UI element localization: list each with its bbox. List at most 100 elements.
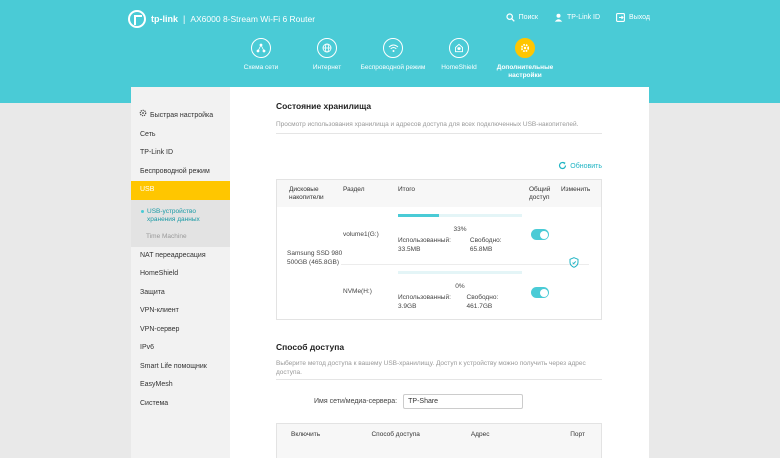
col-enable: Включить [291,431,321,438]
sidebar-item-homeshield[interactable]: HomeShield [140,270,179,277]
brand-logo[interactable]: tp-link | AX6000 8-Stream Wi-Fi 6 Router [128,10,315,28]
tplink-id-label: TP-Link ID [566,14,601,21]
free-value: Свободно: 461.7GB [466,294,499,310]
access-description: Выберите метод доступа к вашему USB-хран… [276,360,586,376]
usage-bar-fill [398,214,439,217]
col-total: Итого [398,186,416,193]
logout-link[interactable]: Выход [616,13,650,22]
free-value: Свободно: 65.8MB [469,237,502,253]
refresh-icon [558,161,567,172]
usage-bar [398,271,522,274]
sidebar-item-quick-setup[interactable]: Быстрая настройка [131,107,230,126]
nav-advanced-label: Дополнительные настройки [496,64,554,79]
nav-internet[interactable]: Интернет [294,38,360,80]
usage-values: Использованный: 3.9GB Свободно: 461.7GB [398,294,522,311]
search-icon [505,13,515,22]
server-name-label: Имя сети/медиа-сервера: [314,398,398,405]
storage-title: Состояние хранилища [276,101,372,111]
home-shield-icon [449,38,469,58]
refresh-button[interactable]: Обновить [558,161,602,172]
device-name: Samsung SSD 980 500GB (465.8GB) [287,250,343,266]
sidebar-item-label: Быстрая настройка [150,112,214,119]
nav-advanced[interactable]: Дополнительные настройки [492,38,558,80]
storage-table-header: Дисковые накопители Раздел Итого Общий д… [277,180,601,207]
logout-icon [616,13,625,22]
access-table: Включить Способ доступа Адрес Порт [276,423,602,458]
storage-section-header: Состояние хранилища Просмотр использован… [276,101,602,134]
partition-name: NVMe(H:) [343,288,372,295]
edit-shield-icon[interactable] [569,257,579,270]
gear-small-icon [139,107,147,126]
sidebar-item-smart-life[interactable]: Smart Life помощник [140,362,207,370]
col-edit: Изменить [561,186,591,193]
logout-label: Выход [629,14,650,21]
sidebar-item-wireless[interactable]: Беспроводной режим [140,167,210,175]
used-value: Использованный: 33.5MB [398,237,451,253]
server-name-row: Имя сети/медиа-сервера: TP-Share [314,394,524,409]
col-shared: Общий доступ [529,186,551,201]
active-dot-icon [141,210,144,213]
col-partition: Раздел [343,186,365,193]
main-nav: Схема сети Интернет Беспроводной режим H… [228,38,558,80]
sidebar-subitem-label: USB-устройство хранения данных [147,207,200,223]
access-table-header: Включить Способ доступа Адрес Порт [277,424,601,438]
sidebar-item-system[interactable]: Система [140,399,169,407]
storage-table: Дисковые накопители Раздел Итого Общий д… [276,179,602,320]
share-toggle[interactable] [531,229,549,240]
search-link[interactable]: Поиск [505,13,538,22]
search-link-label: Поиск [518,14,538,21]
tplink-id-link[interactable]: TP-Link ID [554,13,600,22]
gear-icon [515,38,535,58]
sidebar-item-vpn-client[interactable]: VPN-клиент [140,307,179,314]
nav-homeshield-label: HomeShield [441,64,477,71]
usage-block: 33% Использованный: 33.5MB Свободно: 65.… [398,214,522,254]
nav-wireless[interactable]: Беспроводной режим [360,38,426,80]
main-panel: Быстрая настройка Сеть TP-Link ID Беспро… [131,87,649,458]
network-map-icon [251,38,271,58]
header-links: Поиск TP-Link ID Выход [505,13,650,22]
partition-name: volume1(G:) [343,231,379,238]
sidebar-item-easymesh[interactable]: EasyMesh [140,381,173,388]
server-name-input[interactable]: TP-Share [403,394,524,409]
access-section-header: Способ доступа Выберите метод доступа к … [276,342,602,380]
used-value: Использованный: 3.9GB [398,294,451,310]
refresh-label: Обновить [570,163,602,170]
col-port: Порт [570,431,585,438]
usage-percent: 33% [453,226,467,233]
sidebar-item-tplink-id[interactable]: TP-Link ID [140,149,174,156]
tp-link-logo-icon [128,10,146,28]
sidebar-item-vpn-server[interactable]: VPN-сервер [140,325,180,333]
sidebar-item-nat[interactable]: NAT переадресация [140,251,206,259]
wifi-icon [383,38,403,58]
sidebar-subitem-time-machine[interactable]: Time Machine [146,232,187,240]
sidebar-item-ipv6[interactable]: IPv6 [140,344,155,351]
row-divider [341,264,589,265]
nav-internet-label: Интернет [312,64,342,71]
access-title: Способ доступа [276,342,345,352]
divider [276,379,602,380]
col-disk: Дисковые накопители [289,186,324,201]
sidebar-usb-submenu: USB-устройство хранения данных Time Mach… [131,199,230,247]
nav-network-map-label: Схема сети [243,64,279,71]
share-toggle[interactable] [531,287,549,298]
nav-homeshield[interactable]: HomeShield [426,38,492,80]
usage-percent: 0% [455,283,465,290]
col-address: Адрес [470,431,490,438]
globe-icon [317,38,337,58]
brand-separator: | [183,14,186,24]
usage-bar [398,214,522,217]
user-icon [554,13,563,22]
nav-wireless-label: Беспроводной режим [360,64,426,71]
nav-network-map[interactable]: Схема сети [228,38,294,80]
usage-block: 0% Использованный: 3.9GB Свободно: 461.7… [398,271,522,311]
brand-name: tp-link [151,14,178,24]
sidebar-item-security[interactable]: Защита [140,288,165,296]
sidebar-item-usb[interactable]: USB [131,181,230,200]
sidebar-item-network[interactable]: Сеть [140,130,156,138]
divider [276,133,602,134]
storage-description: Просмотр использования хранилища и адрес… [276,121,579,128]
usage-values: Использованный: 33.5MB Свободно: 65.8MB [398,237,522,254]
top-header: tp-link | AX6000 8-Stream Wi-Fi 6 Router… [0,0,780,103]
sidebar-subitem-usb-storage[interactable]: USB-устройство хранения данных [141,208,224,224]
router-model: AX6000 8-Stream Wi-Fi 6 Router [190,14,316,24]
